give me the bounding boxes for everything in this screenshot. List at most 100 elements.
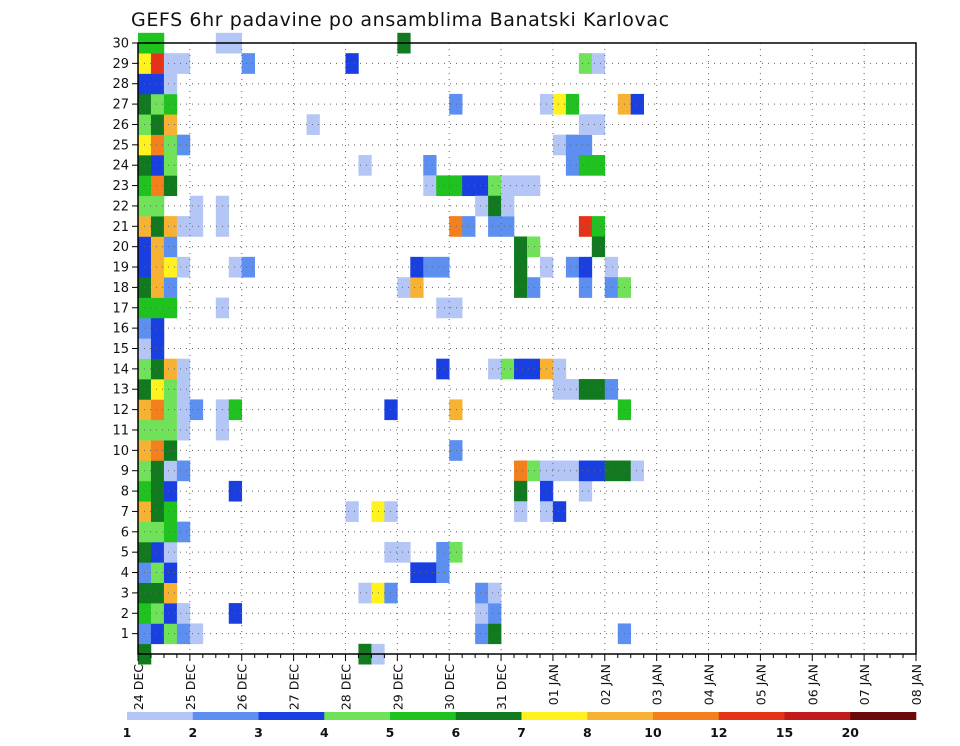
heatmap-cell xyxy=(552,93,567,115)
legend-label: 3 xyxy=(254,725,263,740)
heatmap-cell xyxy=(163,256,178,278)
x-tick-label: 24 DEC xyxy=(131,664,146,710)
heatmap-cell xyxy=(527,175,541,197)
heatmap-cell xyxy=(514,480,528,502)
heatmap-cell xyxy=(176,256,191,278)
heatmap-cell xyxy=(163,175,178,197)
heatmap-cell xyxy=(488,623,502,645)
y-tick-label: 20 xyxy=(112,240,129,255)
y-tick-label: 6 xyxy=(121,525,129,540)
legend-label: 7 xyxy=(517,725,526,740)
y-tick-label: 15 xyxy=(112,342,129,357)
heatmap-cell xyxy=(150,114,165,135)
heatmap-cell xyxy=(410,256,424,278)
heatmap-cell xyxy=(578,155,593,176)
x-tick-label: 27 DEC xyxy=(287,664,302,710)
legend-swatch xyxy=(521,712,588,720)
heatmap-cell xyxy=(189,195,204,217)
heatmap-cell xyxy=(176,216,191,237)
x-tick-label: 25 DEC xyxy=(183,664,198,710)
heatmap-cell xyxy=(565,93,580,115)
heatmap-cell xyxy=(565,379,580,400)
heatmap-cell xyxy=(578,277,593,298)
y-tick-label: 7 xyxy=(121,505,129,520)
heatmap-cell xyxy=(527,236,541,258)
heatmap-cell xyxy=(384,501,398,522)
y-tick-label: 8 xyxy=(121,485,129,500)
x-tick-label: 08 JAN xyxy=(909,664,924,705)
heatmap-cell xyxy=(527,277,541,298)
heatmap-cell xyxy=(150,480,165,502)
heatmap-cell xyxy=(488,175,502,197)
heatmap-cell xyxy=(565,460,580,482)
heatmap-cell xyxy=(578,460,593,482)
heatmap-cell xyxy=(150,501,165,522)
heatmap-cell xyxy=(449,297,463,319)
heatmap-cell xyxy=(150,155,165,176)
x-tick-label: 04 JAN xyxy=(702,664,717,705)
heatmap-cell xyxy=(150,236,165,258)
heatmap-cell xyxy=(475,175,489,197)
y-tick-label: 27 xyxy=(112,98,129,113)
heatmap-cell xyxy=(163,399,178,421)
y-tick-label: 23 xyxy=(112,179,129,194)
heatmap-cell xyxy=(150,216,165,237)
y-tick-label: 26 xyxy=(112,118,129,133)
heatmap-cell xyxy=(384,582,398,604)
heatmap-cell xyxy=(176,419,191,441)
heatmap-cell xyxy=(449,541,463,563)
heatmap-cell xyxy=(449,399,463,421)
heatmap-cell xyxy=(163,155,178,176)
legend-label: 15 xyxy=(776,725,793,740)
heatmap-cell xyxy=(150,256,165,278)
heatmap-cell xyxy=(514,236,528,258)
heatmap-cell xyxy=(163,73,178,95)
heatmap-cell xyxy=(552,379,567,400)
heatmap-cell xyxy=(163,216,178,237)
heatmap-cell xyxy=(163,582,178,604)
heatmap-cell xyxy=(514,277,528,298)
legend-label: 1 xyxy=(123,725,132,740)
heatmap-cell xyxy=(423,155,437,176)
heatmap-cell xyxy=(514,175,528,197)
heatmap-cell xyxy=(565,155,580,176)
heatmap-cell xyxy=(163,480,178,502)
heatmap-cell xyxy=(150,134,165,156)
heatmap-cell xyxy=(150,582,165,604)
heatmap-cell xyxy=(397,541,411,563)
y-tick-label: 10 xyxy=(112,444,129,459)
heatmap-cell xyxy=(436,562,450,584)
heatmap-cell xyxy=(176,379,191,400)
legend-label: 4 xyxy=(320,725,329,740)
heatmap-cell xyxy=(565,134,580,156)
axes: 1234567891011121314151617181920212223242… xyxy=(112,37,924,711)
heatmap-cell xyxy=(397,277,411,298)
heatmap-cell xyxy=(241,256,255,278)
heatmap-cell xyxy=(423,256,437,278)
heatmap-cell xyxy=(163,460,178,482)
y-tick-label: 4 xyxy=(121,566,129,581)
heatmap-cell xyxy=(591,379,606,400)
heatmap-cell xyxy=(514,460,528,482)
heatmap-cell xyxy=(630,93,644,115)
heatmap-cell xyxy=(591,114,606,135)
heatmap-cell xyxy=(604,460,619,482)
heatmap-cell xyxy=(423,562,437,584)
y-tick-label: 19 xyxy=(112,261,129,276)
heatmap-cell xyxy=(578,256,593,278)
heatmap-cell xyxy=(163,277,178,298)
heatmap-cell xyxy=(384,399,398,421)
y-tick-label: 2 xyxy=(121,607,129,622)
y-tick-label: 1 xyxy=(121,627,129,642)
heatmap-cell xyxy=(578,53,593,74)
heatmap-cell xyxy=(501,195,515,217)
heatmap-cell xyxy=(163,419,178,441)
grid-lines xyxy=(138,42,916,654)
heatmap-cell xyxy=(591,53,606,74)
legend-swatch xyxy=(587,712,654,720)
heatmap-cell xyxy=(565,256,580,278)
legend-swatch xyxy=(127,712,194,720)
heatmap-cell xyxy=(423,175,437,197)
x-tick-label: 28 DEC xyxy=(339,664,354,710)
